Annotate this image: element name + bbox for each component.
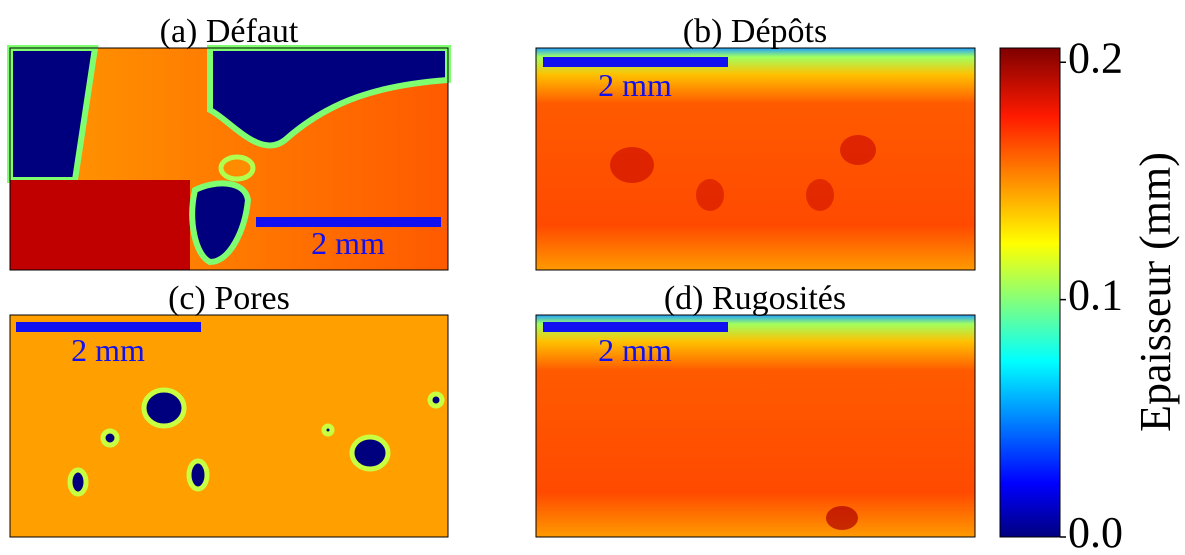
colorbar-label: Epaisseur (mm) [1131,152,1180,432]
scale-bar [256,217,441,227]
scale-bar [543,57,728,67]
scale-bar [543,322,728,332]
colorbar-tick-label: 0.0 [1068,508,1123,555]
scale-bar [16,322,201,332]
panel-c [9,314,449,538]
scale-bar-label: 2 mm [71,332,145,368]
colorbar-tick-label: 0.2 [1068,33,1123,82]
colorbar-tick-label: 0.1 [1068,271,1123,320]
scale-bar-label: 2 mm [598,67,672,103]
panel-title: (c) Pores [168,280,290,317]
colorbar [999,47,1061,538]
panel-a [7,45,451,271]
panel-d [535,314,976,538]
panel-title: (d) Rugosités [664,280,846,317]
scale-bar-label: 2 mm [311,225,385,261]
panel-title: (a) Défaut [160,13,299,50]
panel-b [535,47,976,271]
scale-bar-label: 2 mm [598,332,672,368]
panel-title: (b) Dépôts [683,13,827,50]
